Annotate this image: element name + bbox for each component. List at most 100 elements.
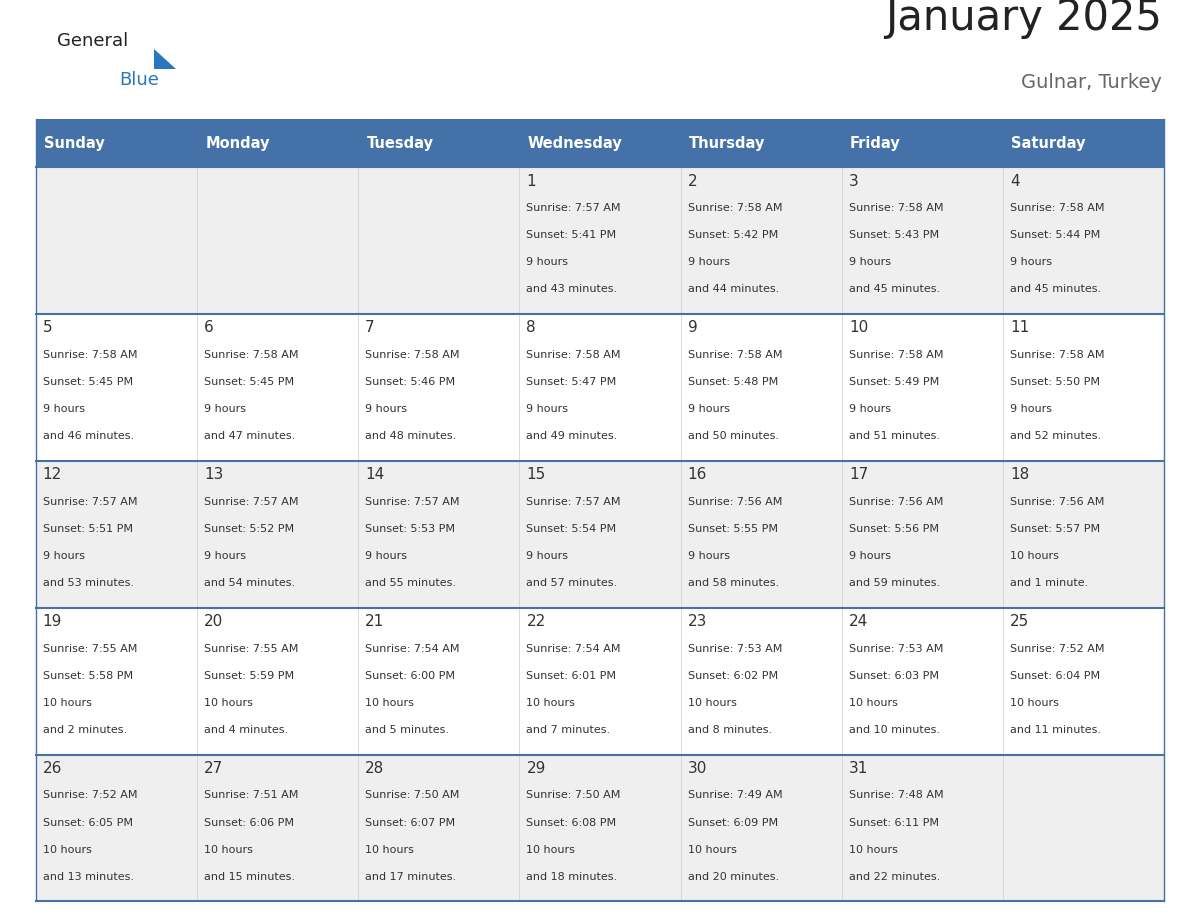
Text: and 11 minutes.: and 11 minutes. xyxy=(1010,725,1101,735)
Bar xyxy=(197,755,358,901)
Text: 9 hours: 9 hours xyxy=(204,551,246,561)
Bar xyxy=(1003,167,1164,314)
Text: 14: 14 xyxy=(365,467,385,482)
Text: 10 hours: 10 hours xyxy=(688,698,737,708)
Text: and 54 minutes.: and 54 minutes. xyxy=(204,578,295,588)
Text: Sunset: 5:49 PM: Sunset: 5:49 PM xyxy=(849,377,940,386)
Text: Sunrise: 7:58 AM: Sunrise: 7:58 AM xyxy=(1010,203,1105,213)
Text: 12: 12 xyxy=(43,467,62,482)
Text: and 44 minutes.: and 44 minutes. xyxy=(688,285,779,295)
Text: 10 hours: 10 hours xyxy=(526,845,575,855)
Bar xyxy=(197,608,358,755)
Text: and 17 minutes.: and 17 minutes. xyxy=(365,872,456,882)
Text: and 53 minutes.: and 53 minutes. xyxy=(43,578,134,588)
Bar xyxy=(681,119,842,167)
Text: 10 hours: 10 hours xyxy=(688,845,737,855)
Bar xyxy=(358,461,519,608)
Text: Sunrise: 7:57 AM: Sunrise: 7:57 AM xyxy=(365,497,460,507)
Text: 9: 9 xyxy=(688,320,697,335)
Bar xyxy=(519,119,681,167)
Text: Tuesday: Tuesday xyxy=(366,136,434,151)
Text: Sunset: 5:53 PM: Sunset: 5:53 PM xyxy=(365,524,455,533)
Text: 10 hours: 10 hours xyxy=(365,698,415,708)
Text: and 49 minutes.: and 49 minutes. xyxy=(526,431,618,442)
Text: Sunset: 6:07 PM: Sunset: 6:07 PM xyxy=(365,818,455,827)
Text: Sunset: 6:05 PM: Sunset: 6:05 PM xyxy=(43,818,133,827)
Text: 17: 17 xyxy=(849,467,868,482)
Text: 9 hours: 9 hours xyxy=(526,551,568,561)
Text: Sunrise: 7:50 AM: Sunrise: 7:50 AM xyxy=(526,790,621,800)
Bar xyxy=(519,608,681,755)
Bar xyxy=(842,755,1003,901)
Text: and 13 minutes.: and 13 minutes. xyxy=(43,872,134,882)
Text: Friday: Friday xyxy=(851,136,901,151)
Bar xyxy=(681,608,842,755)
Text: and 46 minutes.: and 46 minutes. xyxy=(43,431,134,442)
Bar xyxy=(842,461,1003,608)
Bar xyxy=(842,608,1003,755)
Text: and 57 minutes.: and 57 minutes. xyxy=(526,578,618,588)
Bar xyxy=(519,314,681,461)
Text: 9 hours: 9 hours xyxy=(43,404,84,414)
Text: 9 hours: 9 hours xyxy=(526,404,568,414)
Text: 18: 18 xyxy=(1010,467,1029,482)
Bar xyxy=(842,167,1003,314)
Bar xyxy=(1003,119,1164,167)
Text: Sunset: 5:47 PM: Sunset: 5:47 PM xyxy=(526,377,617,386)
Text: Sunrise: 7:57 AM: Sunrise: 7:57 AM xyxy=(43,497,138,507)
Text: and 7 minutes.: and 7 minutes. xyxy=(526,725,611,735)
Text: 10: 10 xyxy=(849,320,868,335)
Bar xyxy=(197,119,358,167)
Text: 9 hours: 9 hours xyxy=(1010,257,1053,267)
Text: Sunset: 6:01 PM: Sunset: 6:01 PM xyxy=(526,671,617,680)
Text: 10 hours: 10 hours xyxy=(204,698,253,708)
Text: 10 hours: 10 hours xyxy=(204,845,253,855)
Text: Sunday: Sunday xyxy=(44,136,105,151)
Text: 6: 6 xyxy=(204,320,214,335)
Bar xyxy=(197,167,358,314)
Text: Sunrise: 7:55 AM: Sunrise: 7:55 AM xyxy=(43,644,137,654)
Text: 9 hours: 9 hours xyxy=(849,257,891,267)
Text: Sunset: 6:06 PM: Sunset: 6:06 PM xyxy=(204,818,293,827)
Text: and 59 minutes.: and 59 minutes. xyxy=(849,578,940,588)
Text: and 45 minutes.: and 45 minutes. xyxy=(1010,285,1101,295)
Text: 16: 16 xyxy=(688,467,707,482)
Text: 2: 2 xyxy=(688,174,697,188)
Text: Sunrise: 7:53 AM: Sunrise: 7:53 AM xyxy=(849,644,943,654)
Text: and 8 minutes.: and 8 minutes. xyxy=(688,725,772,735)
Text: 9 hours: 9 hours xyxy=(688,404,729,414)
Text: and 48 minutes.: and 48 minutes. xyxy=(365,431,456,442)
Text: Sunset: 6:08 PM: Sunset: 6:08 PM xyxy=(526,818,617,827)
Bar xyxy=(681,461,842,608)
Bar xyxy=(842,314,1003,461)
Text: and 18 minutes.: and 18 minutes. xyxy=(526,872,618,882)
Bar xyxy=(519,167,681,314)
Text: Sunrise: 7:58 AM: Sunrise: 7:58 AM xyxy=(688,350,782,360)
Text: 10 hours: 10 hours xyxy=(1010,698,1059,708)
Text: 23: 23 xyxy=(688,614,707,629)
Text: Gulnar, Turkey: Gulnar, Turkey xyxy=(1020,73,1162,92)
Bar xyxy=(842,119,1003,167)
Bar xyxy=(1003,461,1164,608)
Text: 26: 26 xyxy=(43,761,62,776)
Text: 11: 11 xyxy=(1010,320,1029,335)
Bar xyxy=(36,461,197,608)
Bar xyxy=(358,755,519,901)
Text: 9 hours: 9 hours xyxy=(43,551,84,561)
Text: 20: 20 xyxy=(204,614,223,629)
Text: Sunset: 5:52 PM: Sunset: 5:52 PM xyxy=(204,524,295,533)
Bar xyxy=(358,314,519,461)
Text: Sunset: 6:02 PM: Sunset: 6:02 PM xyxy=(688,671,778,680)
Text: Sunrise: 7:54 AM: Sunrise: 7:54 AM xyxy=(365,644,460,654)
Text: and 20 minutes.: and 20 minutes. xyxy=(688,872,779,882)
Text: Sunset: 5:54 PM: Sunset: 5:54 PM xyxy=(526,524,617,533)
Text: Sunrise: 7:58 AM: Sunrise: 7:58 AM xyxy=(365,350,460,360)
Text: and 1 minute.: and 1 minute. xyxy=(1010,578,1088,588)
Text: Sunrise: 7:52 AM: Sunrise: 7:52 AM xyxy=(43,790,138,800)
Text: Sunset: 5:57 PM: Sunset: 5:57 PM xyxy=(1010,524,1100,533)
Bar xyxy=(36,167,197,314)
Text: Saturday: Saturday xyxy=(1011,136,1086,151)
Text: Sunset: 5:46 PM: Sunset: 5:46 PM xyxy=(365,377,455,386)
Text: 22: 22 xyxy=(526,614,545,629)
Text: and 15 minutes.: and 15 minutes. xyxy=(204,872,295,882)
